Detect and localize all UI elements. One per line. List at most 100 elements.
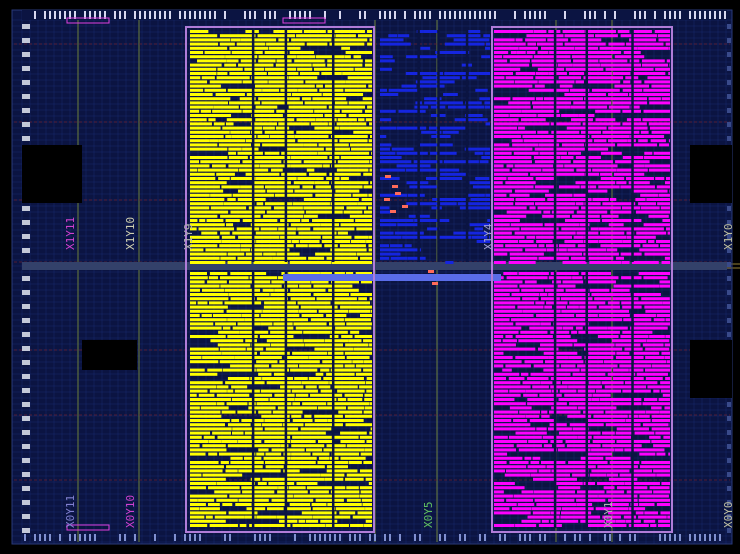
cell-row-yellow (292, 419, 313, 422)
io-tick (154, 11, 156, 19)
cell-row-magenta (502, 368, 512, 372)
cell-row-yellow (239, 524, 247, 527)
cell-row-blue (443, 93, 458, 96)
cell-row-yellow (224, 63, 237, 67)
cell-row-magenta (494, 240, 519, 243)
cell-row-magenta (609, 461, 640, 464)
io-pad (727, 220, 731, 225)
cell-row-blue (471, 235, 488, 239)
cell-row-yellow (190, 406, 200, 410)
cell-row-magenta (560, 515, 601, 519)
cell-row-magenta (665, 42, 670, 46)
cell-row-yellow (246, 93, 255, 96)
cell-row-blue (485, 46, 490, 50)
cell-row-yellow (190, 465, 224, 469)
cell-row-magenta (515, 322, 540, 326)
cell-row-magenta (533, 477, 555, 481)
placement-region-blue[interactable] (380, 30, 490, 264)
cell-row-magenta (568, 356, 582, 359)
io-tick (384, 534, 386, 541)
cell-row-magenta (600, 244, 641, 248)
cell-row-yellow (256, 360, 278, 364)
io-pad (22, 220, 30, 225)
cell-row-yellow (208, 440, 222, 443)
cell-row-yellow (228, 293, 270, 296)
cell-row-magenta (514, 231, 554, 235)
cell-row-magenta (511, 318, 553, 322)
cell-row-yellow (210, 339, 244, 343)
cell-row-magenta (584, 172, 600, 176)
cell-row-magenta (511, 139, 523, 143)
cell-row-magenta (554, 482, 583, 485)
cell-row-yellow (279, 360, 320, 364)
cell-row-magenta (633, 360, 667, 364)
io-tick (519, 534, 521, 541)
cell-row-yellow (297, 177, 324, 180)
io-tick (544, 11, 546, 19)
cell-row-yellow (209, 139, 219, 143)
io-tick (94, 11, 96, 19)
cell-row-yellow (291, 452, 311, 456)
cell-row-magenta (494, 347, 536, 351)
pblock-outline-left[interactable] (185, 26, 375, 533)
cell-row-yellow (228, 147, 242, 151)
pblock-outline-right[interactable] (491, 26, 673, 533)
cell-row-yellow (190, 503, 206, 506)
cell-row-magenta (515, 72, 536, 75)
placement-region-yellow[interactable] (190, 30, 372, 528)
cell-row-magenta (568, 151, 581, 155)
cell-row-yellow (305, 80, 346, 84)
cell-row-magenta (657, 34, 670, 38)
cell-row-yellow (331, 164, 372, 168)
cell-row-yellow (321, 240, 351, 243)
cell-row-yellow (232, 326, 254, 330)
cell-row-yellow (299, 309, 317, 313)
io-tick (544, 534, 546, 541)
cell-row-magenta (559, 389, 577, 393)
cell-row-magenta (494, 156, 532, 159)
cell-row-magenta (587, 419, 626, 422)
cell-row-magenta (641, 461, 670, 464)
io-tick (609, 534, 611, 541)
cell-row-magenta (608, 498, 638, 502)
cell-row-magenta (529, 326, 563, 330)
cell-row-yellow (222, 126, 263, 130)
cell-row-magenta (578, 330, 620, 334)
cell-row-magenta (571, 55, 612, 59)
cell-row-magenta (540, 381, 553, 385)
cell-row-yellow (294, 377, 308, 380)
cell-row-yellow (253, 490, 275, 494)
cell-row-magenta (509, 389, 526, 393)
cell-row-magenta (555, 335, 571, 338)
cell-row-magenta (537, 114, 561, 117)
cell-row-magenta (609, 198, 617, 201)
cell-row-yellow (225, 122, 234, 126)
io-pad (727, 402, 731, 407)
cell-row-yellow (355, 272, 372, 275)
cell-row-yellow (344, 318, 372, 322)
cell-row-magenta (631, 189, 668, 193)
cell-row-yellow (324, 114, 347, 117)
cell-row-magenta (591, 469, 630, 473)
io-tick (714, 534, 716, 541)
io-tick (524, 11, 526, 19)
io-tick (429, 11, 431, 19)
cell-row-magenta (660, 389, 670, 393)
cell-row-yellow (278, 227, 297, 231)
cell-row-magenta (643, 88, 670, 92)
cell-row-yellow (341, 335, 353, 338)
placement-region-magenta[interactable] (494, 30, 670, 528)
cell-row-magenta (530, 372, 571, 376)
cell-row-magenta (566, 444, 601, 448)
cell-row-yellow (190, 135, 224, 138)
cell-row-magenta (616, 427, 634, 431)
cell-row-magenta (494, 198, 515, 201)
cell-row-yellow (330, 202, 358, 206)
cell-row-blue (398, 109, 426, 113)
cell-row-magenta (639, 248, 670, 252)
cell-row-yellow (190, 272, 207, 275)
cell-row-yellow (334, 477, 344, 481)
cell-row-magenta (644, 305, 670, 309)
top-io-bank (34, 11, 726, 24)
